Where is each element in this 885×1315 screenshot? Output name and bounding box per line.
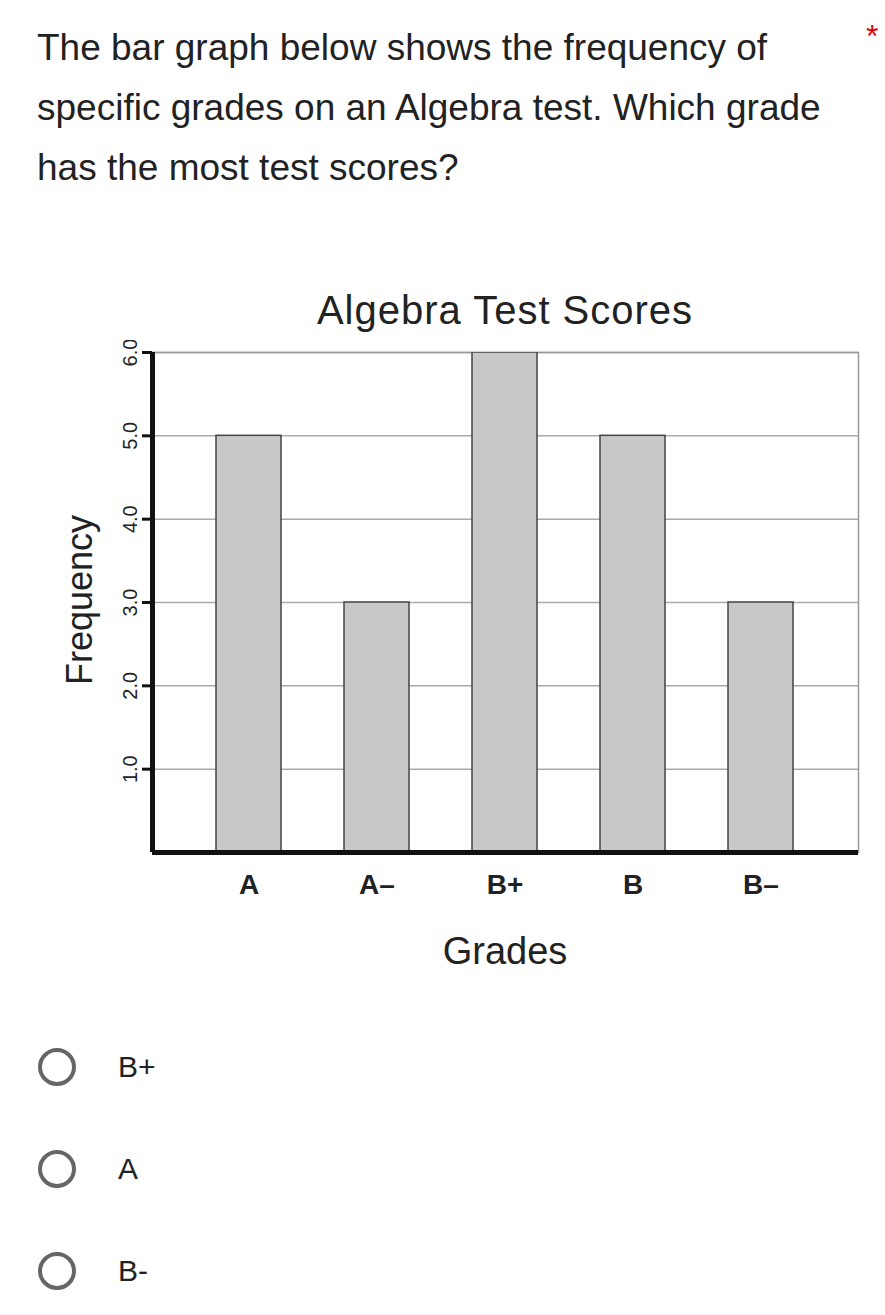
html-text:Frequency: Frequency bbox=[59, 515, 100, 685]
svg-text:A–: A– bbox=[359, 869, 395, 900]
html-text:B+: B+ bbox=[118, 1050, 156, 1083]
svg-text:B–: B– bbox=[743, 869, 779, 900]
html-text:The bar graph below shows the: The bar graph below shows the frequency … bbox=[37, 27, 821, 188]
svg-text:6.0: 6.0 bbox=[119, 340, 141, 366]
svg-text:A: A bbox=[239, 869, 259, 900]
svg-text:B+: B+ bbox=[487, 869, 524, 900]
html-text:B-: B- bbox=[118, 1254, 148, 1287]
html-text:A: A bbox=[118, 1152, 138, 1185]
html-text:Algebra Test Scores: Algebra Test Scores bbox=[316, 288, 694, 332]
svg-text:5.0: 5.0 bbox=[119, 422, 141, 450]
svg-text:2.0: 2.0 bbox=[119, 672, 141, 700]
svg-text:B: B bbox=[623, 869, 643, 900]
html-text:Grades: Grades bbox=[442, 930, 568, 972]
svg-text:1.0: 1.0 bbox=[119, 755, 141, 783]
svg-text:3.0: 3.0 bbox=[119, 589, 141, 617]
svg-text:4.0: 4.0 bbox=[119, 505, 141, 533]
